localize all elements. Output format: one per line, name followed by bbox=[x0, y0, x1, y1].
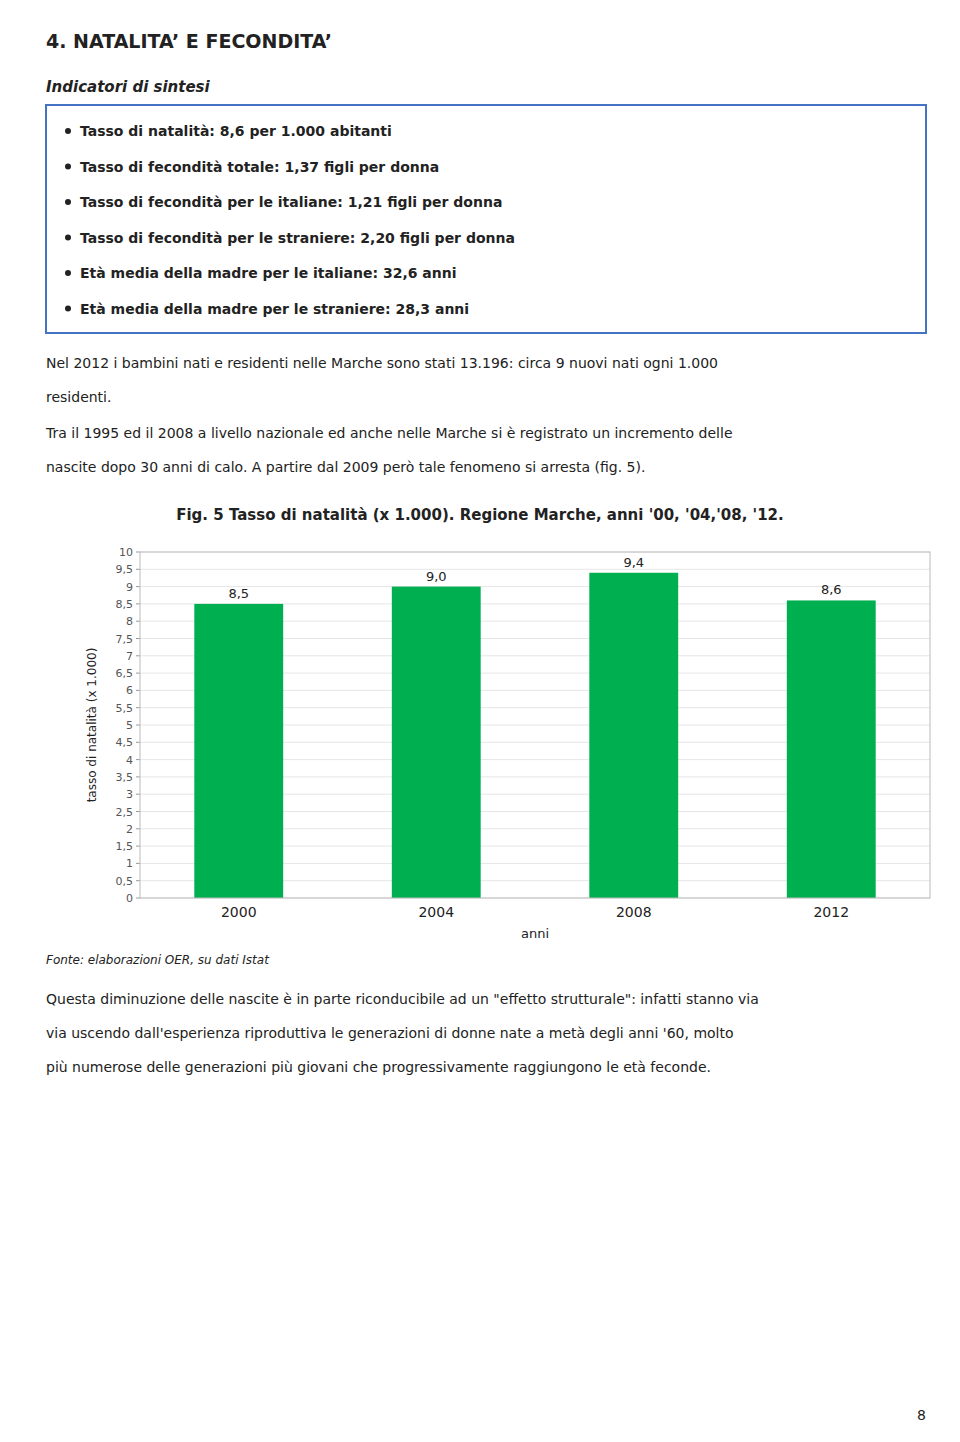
bar bbox=[787, 600, 876, 898]
y-axis-label: tasso di natalità (x 1.000) bbox=[85, 648, 99, 803]
bullet-text: Tasso di fecondità per le straniere: 2,2… bbox=[80, 230, 515, 246]
bars bbox=[194, 573, 875, 898]
page-title: 4. NATALITA’ E FECONDITA’ bbox=[46, 30, 332, 52]
bar bbox=[392, 587, 481, 898]
y-tick bbox=[136, 759, 140, 760]
y-tick bbox=[136, 586, 140, 587]
plot-frame bbox=[140, 552, 930, 898]
paragraph-line: più numerose delle generazioni più giova… bbox=[46, 1059, 711, 1075]
x-tick-label: 2000 bbox=[221, 904, 257, 920]
y-tick-label: 8 bbox=[126, 615, 133, 628]
x-tick-label: 2012 bbox=[813, 904, 849, 920]
bar bbox=[589, 573, 678, 898]
paragraph-line: Questa diminuzione delle nascite è in pa… bbox=[46, 991, 759, 1007]
bullet-text: Tasso di fecondità per le italiane: 1,21… bbox=[80, 194, 502, 210]
grid-line bbox=[140, 586, 930, 587]
y-tick bbox=[136, 863, 140, 864]
y-tick bbox=[136, 828, 140, 829]
data-label: 8,6 bbox=[821, 582, 842, 597]
y-tick-label: 7 bbox=[126, 650, 133, 663]
paragraph-line: via uscendo dall'esperienza riproduttiva… bbox=[46, 1025, 734, 1041]
y-tick-label: 2 bbox=[126, 823, 133, 836]
bullet-text: Età media della madre per le italiane: 3… bbox=[80, 265, 457, 281]
data-label: 8,5 bbox=[228, 586, 249, 601]
y-tick-label: 6,5 bbox=[116, 667, 134, 680]
y-tick-label: 0,5 bbox=[116, 875, 134, 888]
data-label: 9,0 bbox=[426, 569, 447, 584]
y-tick-label: 3 bbox=[126, 788, 133, 801]
x-tick-label: 2008 bbox=[616, 904, 652, 920]
y-tick-label: 4,5 bbox=[116, 736, 134, 749]
bar bbox=[194, 604, 283, 898]
bullet-dot bbox=[65, 199, 71, 205]
y-tick-label: 8,5 bbox=[116, 598, 134, 611]
y-tick-label: 1 bbox=[126, 857, 133, 870]
bullet-text: Età media della madre per le straniere: … bbox=[80, 301, 469, 317]
page: 4. NATALITA’ E FECONDITA’ Indicatori di s… bbox=[0, 0, 960, 1442]
y-tick bbox=[136, 690, 140, 691]
source-note: Fonte: elaborazioni OER, su dati Istat bbox=[46, 953, 270, 967]
y-tick bbox=[136, 552, 140, 553]
y-tick-label: 5,5 bbox=[116, 702, 134, 715]
paragraph-line: nascite dopo 30 anni di calo. A partire … bbox=[46, 459, 645, 475]
bullet-text: Tasso di fecondità totale: 1,37 figli pe… bbox=[80, 159, 439, 175]
y-tick-label: 7,5 bbox=[116, 633, 134, 646]
summary-box bbox=[46, 105, 926, 333]
data-label: 9,4 bbox=[623, 555, 644, 570]
paragraph-line: residenti. bbox=[46, 389, 111, 405]
y-tick bbox=[136, 846, 140, 847]
y-tick bbox=[136, 673, 140, 674]
y-tick bbox=[136, 880, 140, 881]
paragraph-line: Tra il 1995 ed il 2008 a livello naziona… bbox=[45, 425, 733, 441]
y-tick bbox=[136, 638, 140, 639]
y-tick bbox=[136, 569, 140, 570]
y-tick bbox=[136, 655, 140, 656]
y-tick-label: 10 bbox=[119, 546, 133, 559]
bullet-dot bbox=[65, 306, 71, 312]
y-tick-label: 0 bbox=[126, 892, 133, 905]
y-tick bbox=[136, 621, 140, 622]
bullet-text: Tasso di natalità: 8,6 per 1.000 abitant… bbox=[80, 123, 392, 139]
page-number: 8 bbox=[917, 1407, 926, 1423]
chart: 0 0,5 1 1,5 2 2,5 3 3,5 4 4,5 5 5,5 6 6,5 7 7,5 8 8,5 9 9,5… bbox=[85, 546, 930, 941]
y-tick-label: 9,5 bbox=[116, 563, 134, 576]
y-tick-label: 6 bbox=[126, 684, 133, 697]
chart-title: Fig. 5 Tasso di natalità (x 1.000). Regi… bbox=[176, 506, 784, 524]
y-tick-label: 5 bbox=[126, 719, 133, 732]
subtitle: Indicatori di sintesi bbox=[46, 78, 211, 96]
x-axis-label: anni bbox=[521, 926, 549, 941]
y-tick bbox=[136, 898, 140, 899]
paragraph-line: Nel 2012 i bambini nati e residenti nell… bbox=[46, 355, 718, 371]
grid-line bbox=[140, 569, 930, 570]
x-tick-label: 2004 bbox=[418, 904, 454, 920]
y-tick bbox=[136, 811, 140, 812]
bullet-dot bbox=[65, 235, 71, 241]
y-tick-label: 1,5 bbox=[116, 840, 134, 853]
y-tick bbox=[136, 707, 140, 708]
y-tick bbox=[136, 776, 140, 777]
y-tick-label: 3,5 bbox=[116, 771, 134, 784]
bullet-dot bbox=[65, 164, 71, 170]
bullet-dot bbox=[65, 270, 71, 276]
background bbox=[0, 0, 960, 1442]
y-tick bbox=[136, 603, 140, 604]
y-tick-label: 2,5 bbox=[116, 806, 134, 819]
bullet-dot bbox=[65, 128, 71, 134]
y-tick bbox=[136, 794, 140, 795]
y-tick-label: 9 bbox=[126, 581, 133, 594]
y-tick-label: 4 bbox=[126, 754, 133, 767]
y-tick bbox=[136, 742, 140, 743]
y-tick bbox=[136, 725, 140, 726]
